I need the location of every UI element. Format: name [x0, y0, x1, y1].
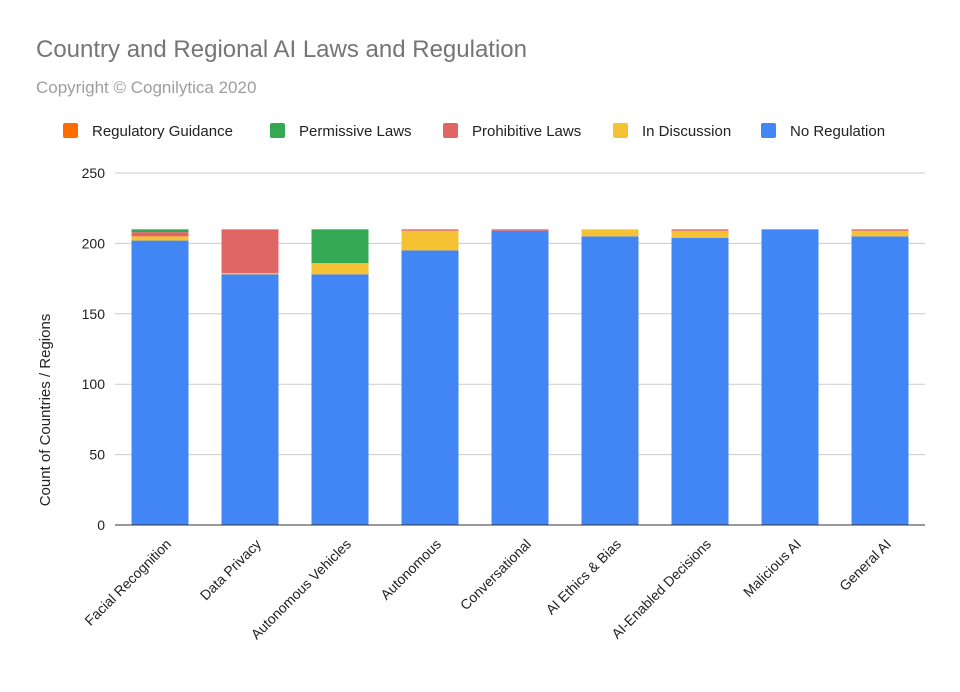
bar-segment — [851, 236, 909, 526]
x-tick-label: Facial Recognition — [81, 536, 174, 629]
chart-subtitle: Copyright © Cognilytica 2020 — [36, 78, 257, 97]
bar-segment — [131, 236, 189, 241]
bar-segment — [851, 230, 909, 237]
y-tick-label: 100 — [82, 376, 106, 392]
x-tick-label: Conversational — [457, 536, 534, 613]
x-tick-label: Autonomous Vehicles — [248, 536, 355, 643]
chart-title: Country and Regional AI Laws and Regulat… — [36, 36, 527, 63]
y-axis-label: Count of Countries / Regions — [37, 314, 54, 507]
legend-swatch — [63, 123, 78, 138]
legend-swatch — [613, 123, 628, 138]
bar-segment — [311, 229, 369, 264]
legend-label: Regulatory Guidance — [92, 123, 233, 140]
bar-segment — [581, 236, 639, 526]
bar-segment — [311, 263, 369, 275]
y-tick-label: 0 — [97, 517, 105, 533]
x-tick-label: General AI — [836, 536, 894, 594]
y-tick-label: 150 — [82, 306, 106, 322]
bar-segment — [401, 250, 459, 525]
legend-swatch — [443, 123, 458, 138]
bar-segment — [311, 274, 369, 525]
legend-swatch — [761, 123, 776, 138]
bar-segment — [401, 229, 459, 231]
bar-segment — [671, 230, 729, 238]
y-tick-label: 200 — [82, 235, 106, 251]
bar-segment — [491, 229, 549, 231]
bar-segment — [491, 230, 549, 525]
bar-segment — [401, 230, 459, 251]
bar-segment — [221, 229, 279, 273]
legend-swatch — [270, 123, 285, 138]
x-tick-label: Data Privacy — [197, 536, 264, 603]
bar-segment — [671, 237, 729, 525]
legend-label: Permissive Laws — [299, 123, 412, 140]
y-tick-label: 50 — [89, 447, 105, 463]
y-tick-label: 250 — [82, 165, 106, 181]
bar-segment — [581, 229, 639, 237]
x-tick-label: Autonomous — [377, 536, 444, 603]
bar-segment — [671, 229, 729, 231]
bar-segment — [131, 229, 189, 233]
bar-segment — [221, 274, 279, 525]
x-tick-label: AI-Enabled Decisions — [608, 536, 714, 642]
x-tick-label: Malicious AI — [740, 536, 804, 600]
bar-segment — [131, 240, 189, 526]
bar-segment — [761, 229, 819, 525]
bar-segment — [221, 272, 279, 275]
bar-segment — [131, 232, 189, 237]
legend-label: No Regulation — [790, 123, 885, 140]
x-tick-label: AI Ethics & Bias — [542, 536, 624, 618]
bar-segment — [851, 229, 909, 231]
legend-label: Prohibitive Laws — [472, 123, 581, 140]
legend-label: In Discussion — [642, 123, 731, 140]
